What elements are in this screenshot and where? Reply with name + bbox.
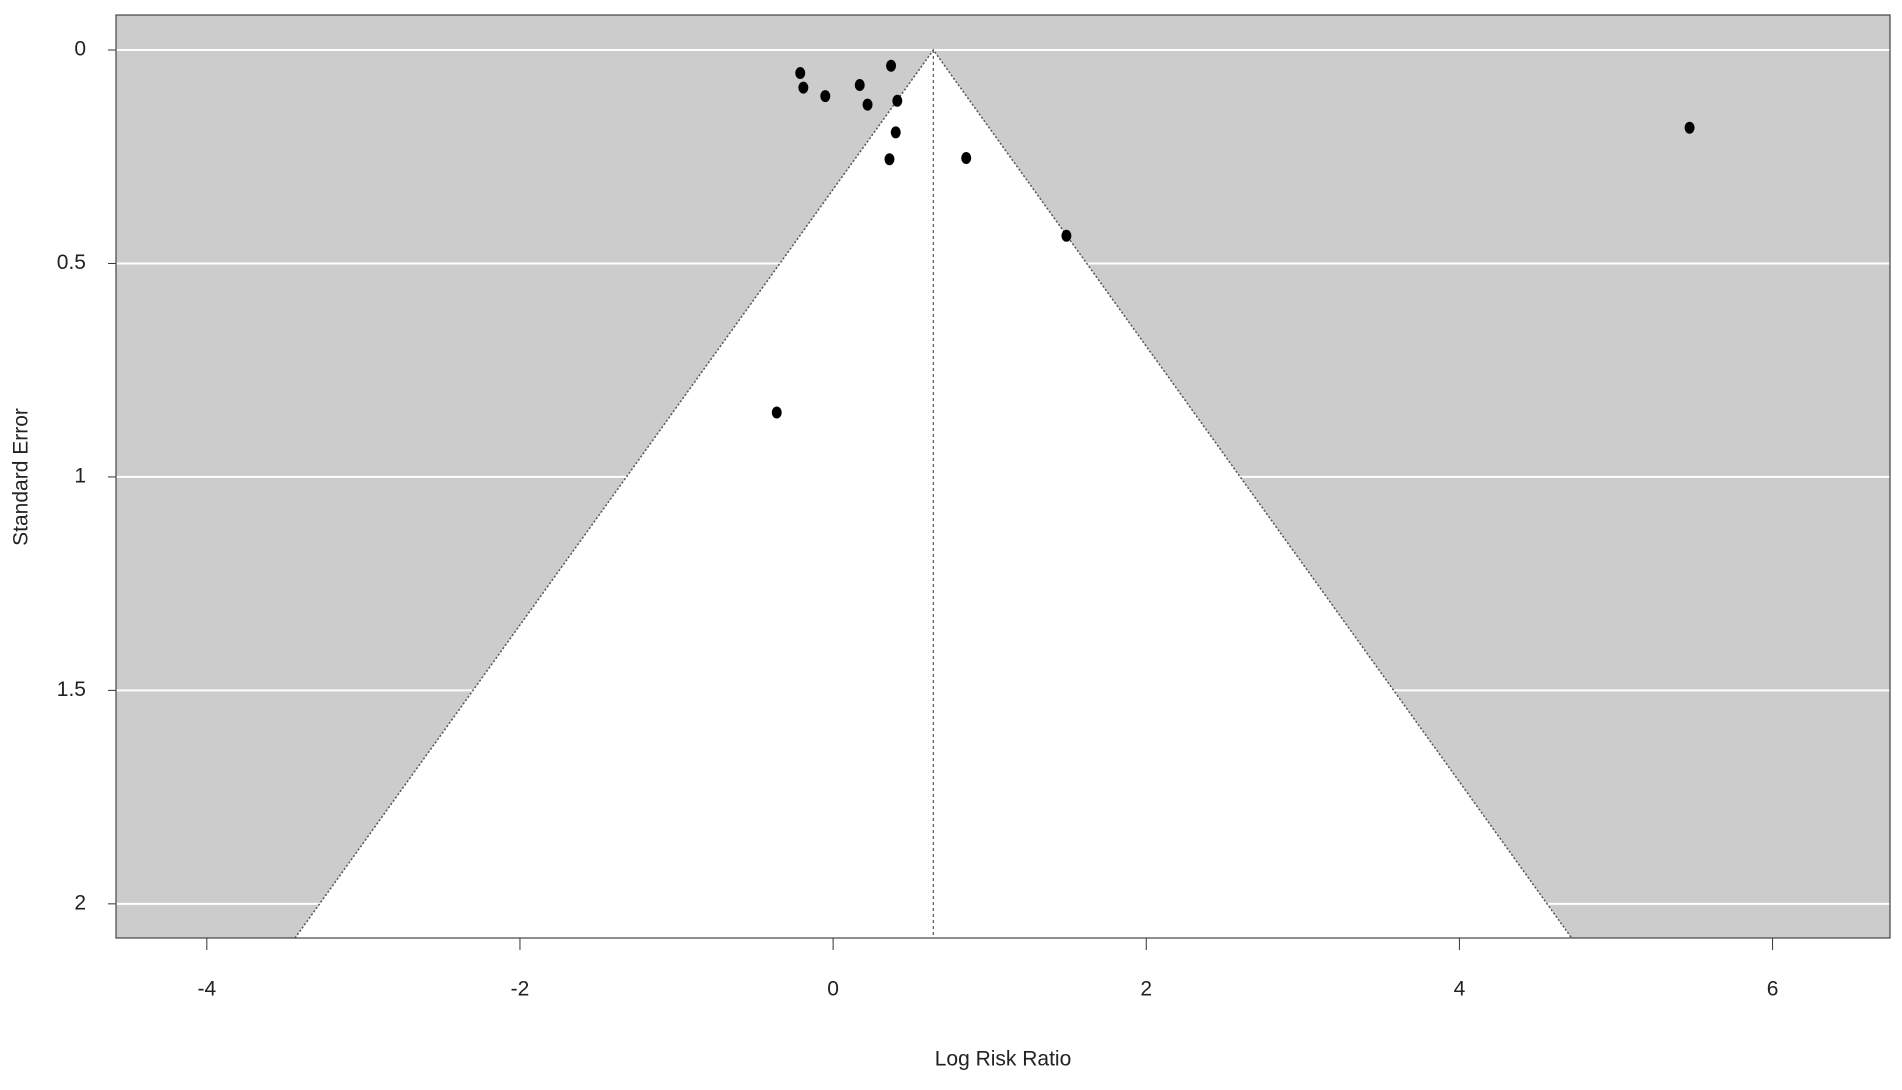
point [1684, 121, 1695, 134]
x-tick-label: 2 [1140, 978, 1152, 1001]
x-tick-label: -2 [511, 978, 530, 1001]
x-tick-label: 0 [827, 978, 839, 1001]
funnel-region [294, 50, 1572, 939]
y-tick-label: 1 [74, 464, 86, 487]
x-tick-label: 6 [1767, 978, 1779, 1001]
point [820, 90, 831, 103]
point [795, 67, 806, 80]
point [1061, 229, 1072, 242]
point [862, 98, 873, 111]
point [886, 59, 897, 72]
y-tick-label: 2 [74, 891, 86, 914]
plot-border [115, 14, 1891, 939]
y-tick-label: 0.5 [57, 251, 86, 274]
point [771, 406, 782, 419]
point [884, 153, 895, 166]
x-tick-label: 4 [1454, 978, 1466, 1001]
y-tick-label: 0 [74, 38, 86, 61]
x-axis-label: Log Risk Ratio [935, 1048, 1072, 1071]
point [798, 81, 809, 94]
x-tick-label: -4 [197, 978, 216, 1001]
point [961, 152, 972, 165]
point [890, 126, 901, 139]
point [892, 94, 903, 107]
point [854, 79, 865, 92]
y-tick-label: 1.5 [57, 678, 86, 701]
y-axis-label: Standard Error [10, 408, 33, 546]
